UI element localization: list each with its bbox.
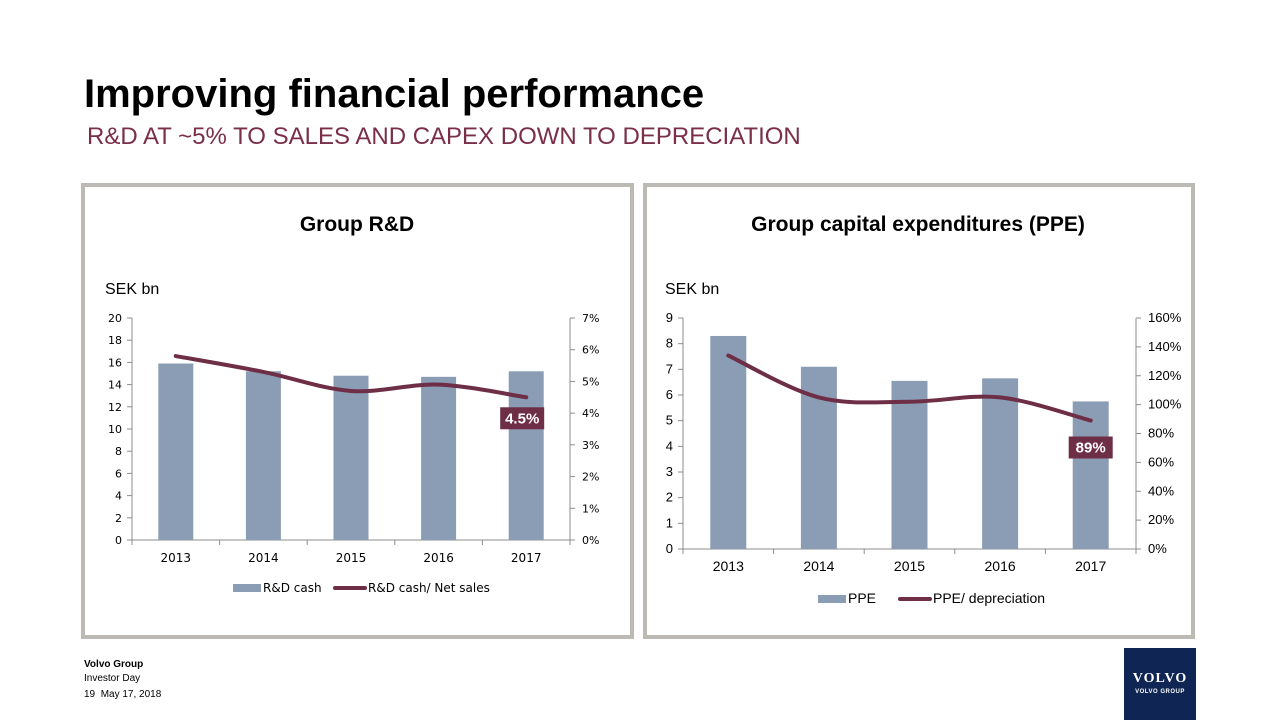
right-tick-label: 5% <box>582 375 599 388</box>
right-tick-label: 140% <box>1148 339 1182 354</box>
footer-page-number: 19 <box>84 689 96 700</box>
left-tick-label: 4 <box>666 438 673 453</box>
right-tick-label: 1% <box>582 502 599 515</box>
right-tick-label: 6% <box>582 344 599 357</box>
footer-company: Volvo Group <box>84 659 144 670</box>
category-label: 2014 <box>803 558 834 574</box>
left-tick-label: 14 <box>108 379 122 392</box>
left-tick-label: 1 <box>666 515 673 530</box>
right-tick-label: 60% <box>1148 454 1174 469</box>
left-tick-label: 8 <box>115 445 122 458</box>
right-tick-label: 0% <box>1148 541 1167 556</box>
category-label: 2017 <box>1075 558 1106 574</box>
left-tick-label: 6 <box>115 467 122 480</box>
legend-bar-swatch <box>233 584 261 592</box>
annotation-box <box>500 407 545 430</box>
legend-bar-swatch <box>818 595 846 603</box>
right-tick-label: 20% <box>1148 512 1174 527</box>
annotation-box <box>1068 436 1113 459</box>
right-tick-label: 80% <box>1148 426 1174 441</box>
unit-label: SEK bn <box>105 281 159 298</box>
logo-wordmark: VOLVO <box>1132 671 1188 686</box>
left-tick-label: 16 <box>108 356 122 369</box>
left-tick-label: 4 <box>115 490 122 503</box>
bar <box>1072 401 1109 549</box>
footer-page-date: 19 May 17, 2018 <box>84 689 161 701</box>
bar <box>508 371 544 540</box>
unit-label: SEK bn <box>665 281 719 298</box>
chart-title: Group R&D <box>300 213 414 236</box>
right-tick-label: 4% <box>582 407 599 420</box>
left-tick-label: 18 <box>108 334 122 347</box>
left-tick-label: 7 <box>666 361 673 376</box>
footer-date: May 17, 2018 <box>100 689 162 700</box>
left-tick-label: 9 <box>666 310 673 325</box>
category-label: 2017 <box>511 551 542 565</box>
category-label: 2013 <box>713 558 744 574</box>
legend-line-label: R&D cash/ Net sales <box>368 581 490 595</box>
page-subtitle: R&D AT ~5% TO SALES AND CAPEX DOWN TO DE… <box>87 123 801 150</box>
right-tick-label: 40% <box>1148 483 1174 498</box>
left-tick-label: 2 <box>666 490 673 505</box>
bar <box>333 375 369 540</box>
bar <box>158 363 194 540</box>
category-label: 2016 <box>985 558 1016 574</box>
chart-title: Group capital expenditures (PPE) <box>751 213 1085 236</box>
left-tick-label: 2 <box>115 512 122 525</box>
legend-bar-label: PPE <box>848 590 876 606</box>
left-tick-label: 10 <box>108 423 122 436</box>
annotation-label: 4.5% <box>505 410 539 427</box>
left-tick-label: 5 <box>666 413 673 428</box>
left-tick-label: 6 <box>666 387 673 402</box>
left-tick-label: 3 <box>666 464 673 479</box>
annotation-label: 89% <box>1076 440 1106 457</box>
volvo-logo: VOLVO VOLVO GROUP <box>1124 648 1196 720</box>
bar <box>891 380 928 549</box>
left-tick-label: 20 <box>108 312 122 325</box>
right-tick-label: 3% <box>582 439 599 452</box>
bar <box>421 376 457 540</box>
page-title: Improving financial performance <box>84 72 705 116</box>
bar <box>982 378 1019 549</box>
legend-bar-label: R&D cash <box>263 581 322 595</box>
right-tick-label: 7% <box>582 312 599 325</box>
category-label: 2014 <box>248 551 279 565</box>
left-tick-label: 0 <box>666 541 673 556</box>
right-tick-label: 0% <box>582 534 599 547</box>
left-tick-label: 12 <box>108 401 122 414</box>
category-label: 2016 <box>423 551 454 565</box>
legend-line-label: PPE/ depreciation <box>933 590 1045 606</box>
category-label: 2013 <box>161 551 192 565</box>
logo-subtext: VOLVO GROUP <box>1135 689 1185 695</box>
footer-event: Investor Day <box>84 673 141 684</box>
right-tick-label: 2% <box>582 471 599 484</box>
bar <box>710 335 747 549</box>
bar <box>245 371 281 540</box>
left-tick-label: 0 <box>115 534 122 547</box>
left-tick-label: 8 <box>666 336 673 351</box>
category-label: 2015 <box>894 558 925 574</box>
right-tick-label: 120% <box>1148 368 1182 383</box>
right-tick-label: 160% <box>1148 310 1182 325</box>
category-label: 2015 <box>336 551 367 565</box>
right-tick-label: 100% <box>1148 397 1182 412</box>
